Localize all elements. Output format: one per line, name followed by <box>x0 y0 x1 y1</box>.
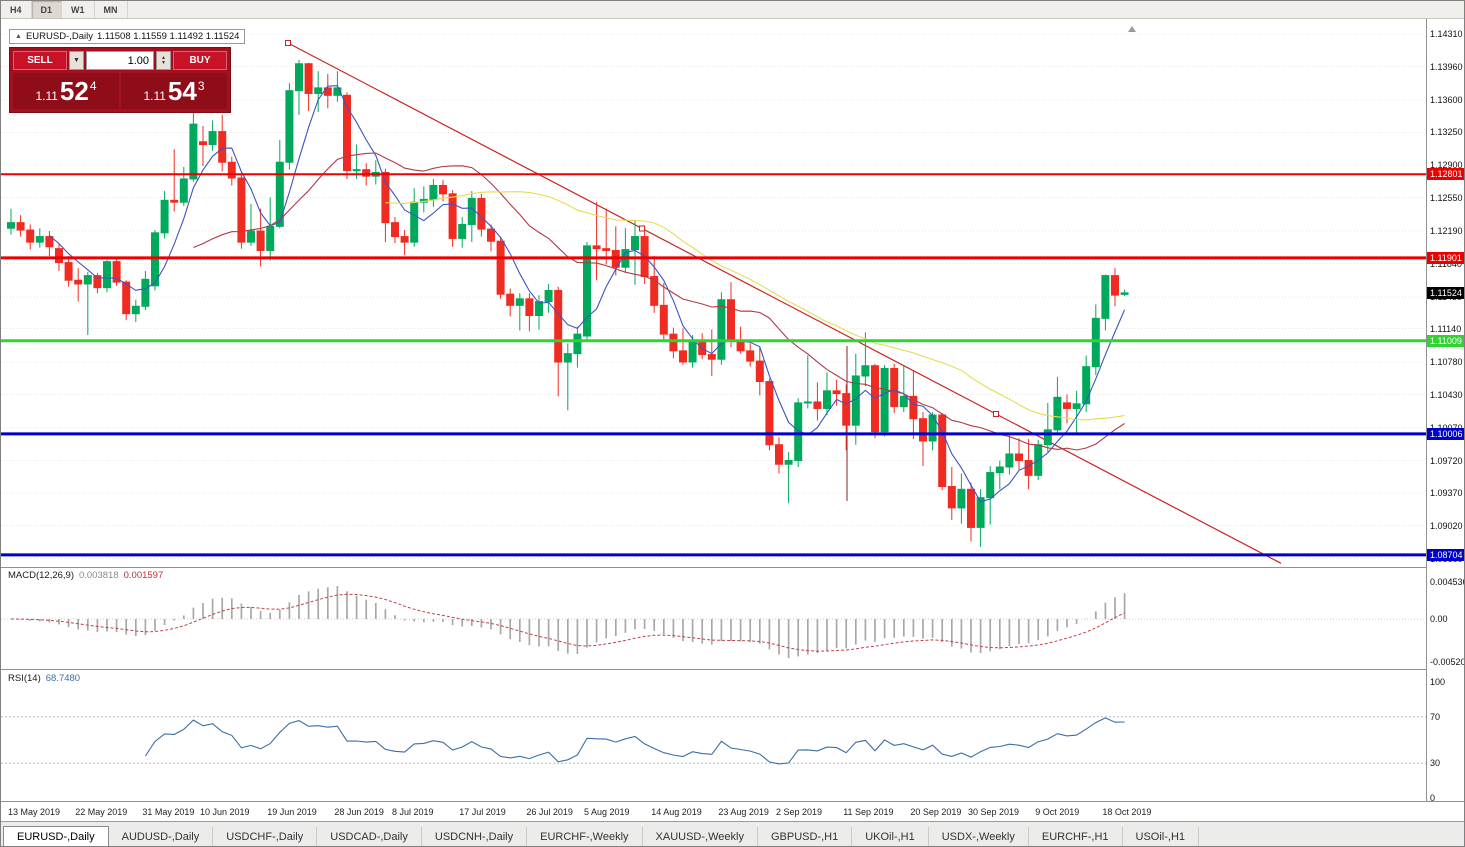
rsi-value: 68.7480 <box>45 673 81 684</box>
chart-tab-eurusd-daily[interactable]: EURUSD-,Daily <box>3 826 109 846</box>
price-axis-tick: 1.12550 <box>1430 192 1463 203</box>
chart-workspace[interactable]: ▲ EURUSD-,Daily 1.11508 1.11559 1.11492 … <box>1 19 1465 821</box>
rsi-indicator-label: RSI(14) 68.7480 <box>8 673 81 684</box>
time-axis-label: 11 Sep 2019 <box>843 807 894 817</box>
chart-tab-ukoil-h1[interactable]: UKOil-,H1 <box>852 827 929 846</box>
macd-axis-tick: 0.004536 <box>1430 576 1465 587</box>
rsi-axis-tick: 30 <box>1430 758 1441 769</box>
chart-tabs-bar: EURUSD-,Daily AUDUSD-,Daily USDCHF-,Daily U… <box>1 821 1464 846</box>
price-level-badge: 1.08704 <box>1427 548 1464 561</box>
time-axis-label: 8 Jul 2019 <box>392 807 434 817</box>
price-axis-tick: 1.14310 <box>1430 29 1463 39</box>
price-level-badge: 1.11901 <box>1427 251 1464 264</box>
chart-title-box: ▲ EURUSD-,Daily 1.11508 1.11559 1.11492 … <box>9 29 246 44</box>
chart-tab-usdx-weekly[interactable]: USDX-,Weekly <box>929 827 1029 846</box>
sell-price-point: 4 <box>89 79 97 93</box>
buy-price-base: 1.11 <box>143 89 166 103</box>
time-axis-label: 22 May 2019 <box>75 807 128 817</box>
price-axis-tick: 1.11140 <box>1430 323 1462 334</box>
chart-tab-eurchf-weekly[interactable]: EURCHF-,Weekly <box>527 827 643 846</box>
price-axis[interactable]: 1.14310 1.13960 1.13600 1.13250 1.12900 1.125… <box>1427 19 1465 803</box>
time-axis-label: 2 Sep 2019 <box>776 807 823 817</box>
time-axis-label: 5 Aug 2019 <box>584 807 630 817</box>
stepper-down-icon[interactable]: ▼ <box>161 59 166 66</box>
buy-button[interactable]: BUY <box>173 51 227 70</box>
price-axis-tick: 1.10780 <box>1430 357 1463 367</box>
sell-button[interactable]: SELL <box>13 51 67 70</box>
macd-axis-tick: -0.005205 <box>1430 656 1464 667</box>
macd-axis-tick: 0.00 <box>1430 614 1448 624</box>
buy-price-quote[interactable]: 1.11 54 3 <box>121 73 227 109</box>
time-axis-label: 30 Sep 2019 <box>968 807 1020 817</box>
rsi-axis-tick: 100 <box>1430 677 1446 687</box>
price-axis-tick: 1.12190 <box>1430 225 1463 236</box>
price-level-badge: 1.10006 <box>1427 427 1464 440</box>
time-axis-label: 17 Jul 2019 <box>459 807 506 817</box>
time-axis[interactable]: 13 May 2019 22 May 2019 31 May 2019 10 Jun … <box>1 801 1464 821</box>
chart-tab-usdcnh-daily[interactable]: USDCNH-,Daily <box>422 827 528 846</box>
chart-tab-xauusd-weekly[interactable]: XAUUSD-,Weekly <box>643 827 758 846</box>
timeframe-button-h4[interactable]: H4 <box>1 1 32 18</box>
time-axis-label: 20 Sep 2019 <box>910 807 962 817</box>
macd-main-value: 0.003818 <box>79 570 119 581</box>
price-level-badge: 1.11009 <box>1427 334 1464 347</box>
time-axis-label: 19 Jun 2019 <box>267 807 317 817</box>
price-axis-tick: 1.12900 <box>1430 160 1463 171</box>
timeframe-toolbar: H4 D1 W1 MN <box>1 1 1464 19</box>
price-axis-tick: 1.09370 <box>1430 488 1463 499</box>
rsi-axis-tick: 70 <box>1430 711 1441 722</box>
chart-tab-usoil-h1[interactable]: USOil-,H1 <box>1123 827 1200 846</box>
time-axis-label: 26 Jul 2019 <box>526 807 573 817</box>
chart-tab-audusd-daily[interactable]: AUDUSD-,Daily <box>109 827 214 846</box>
rsi-axis-tick: 0 <box>1430 793 1436 803</box>
sell-price-base: 1.11 <box>35 89 58 103</box>
volume-dropdown-icon[interactable]: ▼ <box>69 51 84 70</box>
sell-price-pips: 52 <box>59 76 89 106</box>
price-chart-canvas[interactable] <box>1 19 1465 801</box>
time-axis-label: 28 Jun 2019 <box>334 807 384 817</box>
current-price-badge: 1.11524 <box>1427 286 1464 299</box>
price-axis-tick: 1.13960 <box>1430 61 1463 72</box>
time-axis-label: 18 Oct 2019 <box>1102 807 1152 817</box>
buy-price-point: 3 <box>197 79 205 93</box>
macd-name: MACD(12,26,9) <box>8 570 74 581</box>
price-level-badge: 1.12801 <box>1427 168 1464 181</box>
time-axis-label: 13 May 2019 <box>8 807 61 817</box>
time-axis-label: 10 Jun 2019 <box>200 807 250 817</box>
time-axis-label: 14 Aug 2019 <box>651 807 702 817</box>
chart-symbol-label: EURUSD-,Daily <box>25 31 93 42</box>
chart-tab-gbpusd-h1[interactable]: GBPUSD-,H1 <box>758 827 853 846</box>
chart-tab-eurchf-h1[interactable]: EURCHF-,H1 <box>1029 827 1123 846</box>
chart-tab-usdcad-daily[interactable]: USDCAD-,Daily <box>317 827 422 846</box>
chart-shift-marker-icon <box>1128 26 1136 32</box>
sell-price-quote[interactable]: 1.11 52 4 <box>13 73 119 109</box>
macd-signal-value: 0.001597 <box>123 570 164 581</box>
price-axis-tick: 1.09720 <box>1430 455 1463 466</box>
volume-stepper[interactable]: ▲ ▼ <box>156 51 171 70</box>
time-axis-label: 9 Oct 2019 <box>1035 807 1080 817</box>
volume-input[interactable]: 1.00 <box>86 51 154 70</box>
price-axis-tick: 1.13600 <box>1430 94 1463 105</box>
price-axis-tick: 1.10430 <box>1430 389 1463 400</box>
collapse-trade-panel-icon[interactable]: ▲ <box>15 33 22 40</box>
price-axis-tick: 1.13250 <box>1430 127 1463 138</box>
price-axis-tick: 1.09020 <box>1430 520 1463 531</box>
timeframe-button-mn[interactable]: MN <box>95 1 128 18</box>
macd-indicator-label: MACD(12,26,9) 0.003818 0.001597 <box>8 570 164 581</box>
chart-tab-usdchf-daily[interactable]: USDCHF-,Daily <box>213 827 318 846</box>
time-axis-label: 23 Aug 2019 <box>718 807 769 817</box>
timeframe-button-d1[interactable]: D1 <box>31 1 63 18</box>
one-click-trading-panel: SELL ▼ 1.00 ▲ ▼ BUY 1.11 52 4 1.11 54 <box>9 47 231 113</box>
chart-ohlc-values: 1.11508 1.11559 1.11492 1.11524 <box>96 31 240 42</box>
time-axis-label: 31 May 2019 <box>142 807 195 817</box>
buy-price-pips: 54 <box>167 76 197 106</box>
timeframe-button-w1[interactable]: W1 <box>62 1 95 18</box>
stepper-up-icon[interactable]: ▲ <box>161 54 166 61</box>
rsi-name: RSI(14) <box>8 673 41 684</box>
